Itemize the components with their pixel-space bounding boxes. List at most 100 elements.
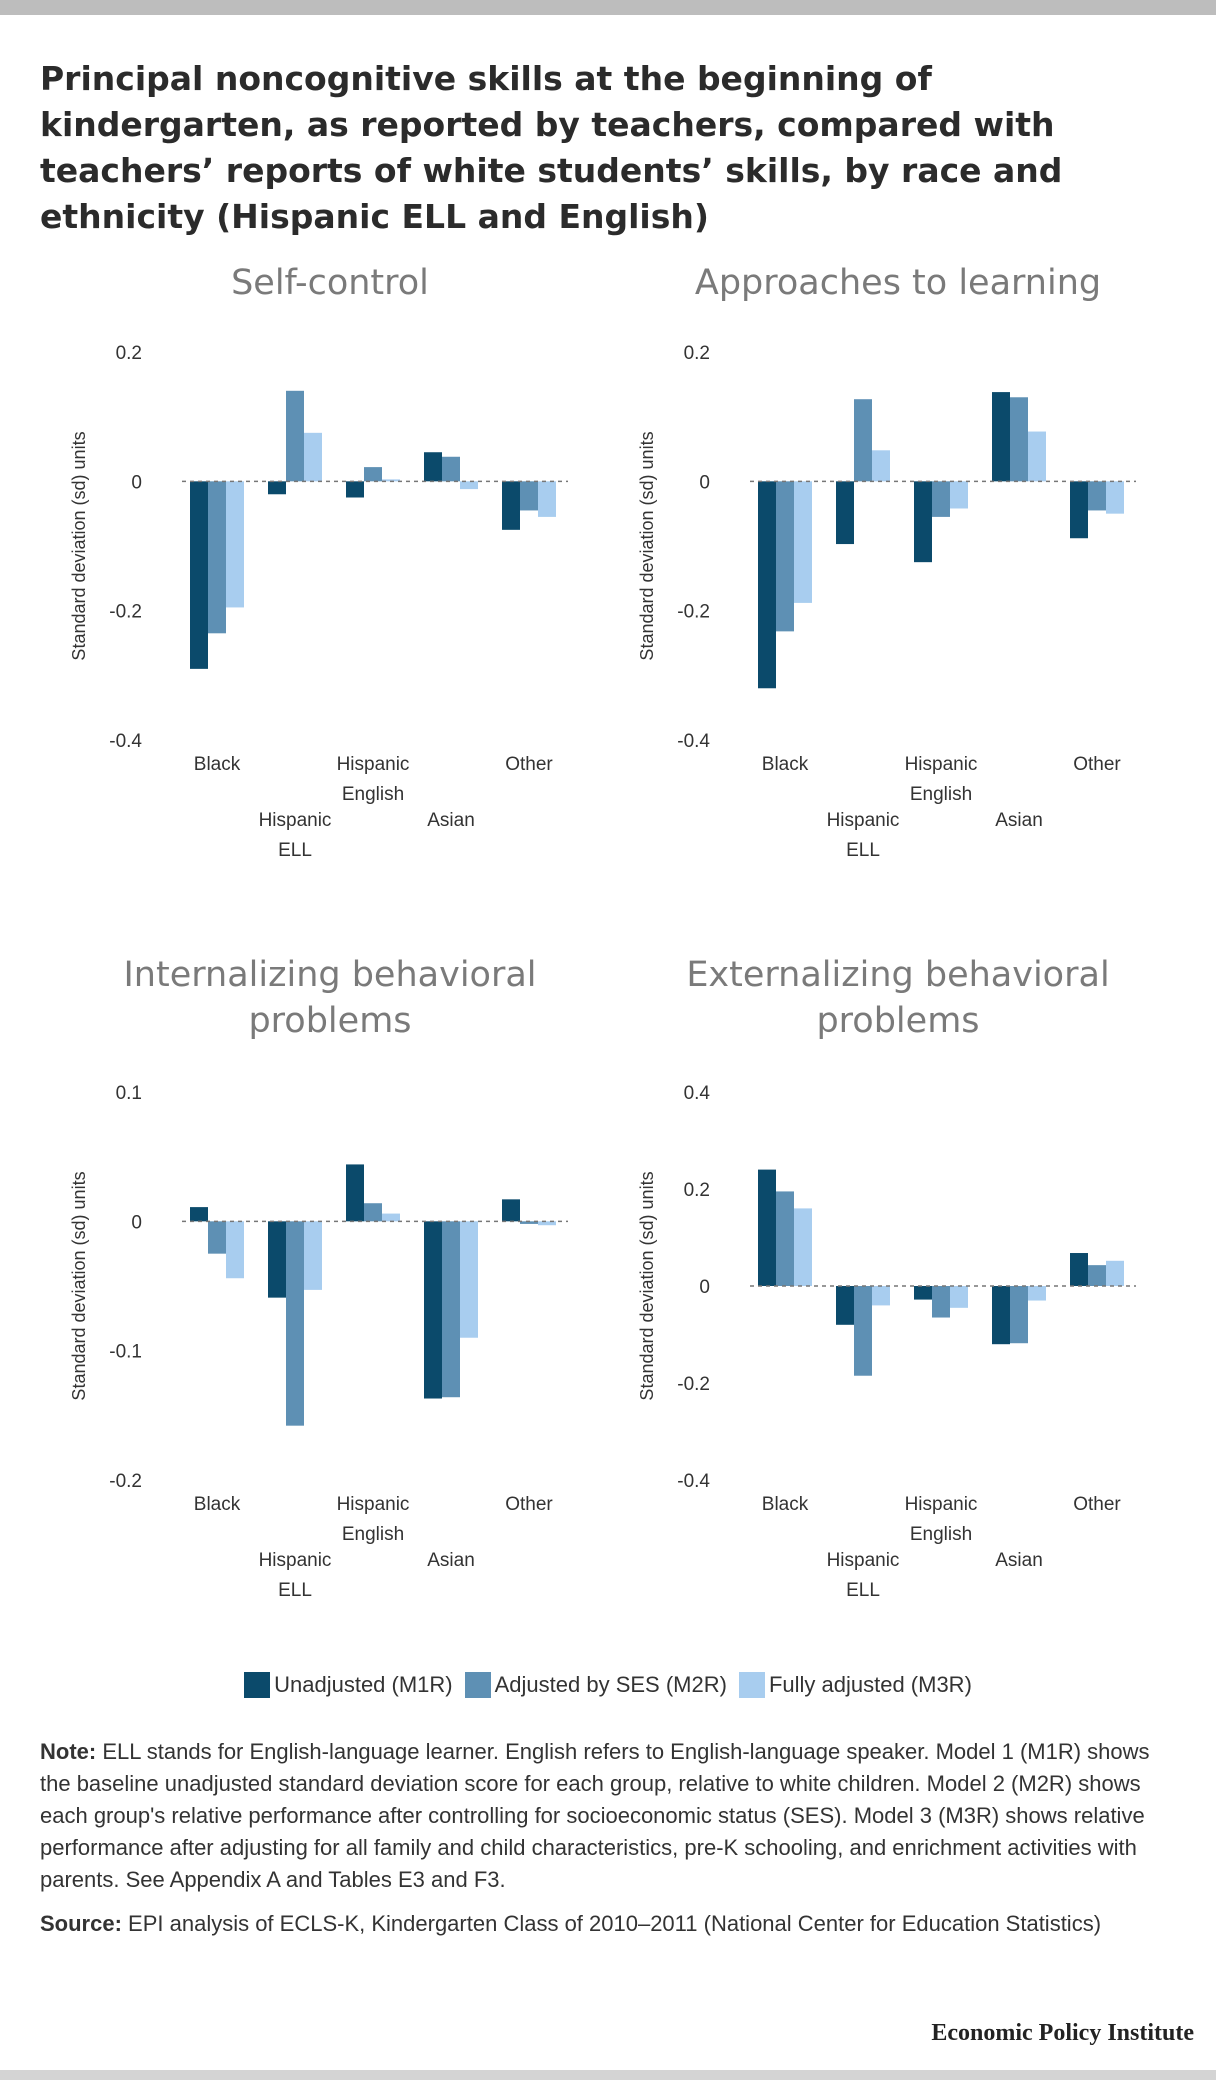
bar-m2r-hispanic-ell xyxy=(854,399,872,482)
note-label: Note: xyxy=(40,1739,97,1764)
x-category-label: Hispanic xyxy=(905,754,978,775)
brand-logo-text: Economic Policy Institute xyxy=(931,2020,1194,2046)
bar-m1r-hispanic-english xyxy=(346,1164,364,1222)
x-category-label: Black xyxy=(194,754,241,775)
y-tick-label: -0.2 xyxy=(677,602,710,623)
bar-m3r-asian xyxy=(1028,1286,1046,1301)
bar-m2r-hispanic-ell xyxy=(854,1286,872,1376)
bar-m3r-asian xyxy=(1028,431,1046,482)
bar-m1r-other xyxy=(502,481,520,530)
bar-m2r-asian xyxy=(442,456,460,482)
x-category-label: Hispanic xyxy=(905,1494,978,1515)
y-tick-label: -0.4 xyxy=(677,731,710,752)
bar-m3r-black xyxy=(794,1208,812,1286)
x-category-label: Asian xyxy=(995,1550,1043,1571)
x-category-label: ELL xyxy=(846,840,880,861)
y-tick-label: 0 xyxy=(699,472,710,493)
chart-approaches-to-learning: 0.2 0 -0.2 -0.4 Standard deviation (sd) unit… xyxy=(618,260,1178,880)
chart-title: Self-control xyxy=(231,263,429,303)
bar-m1r-hispanic-english xyxy=(346,481,364,498)
bar-m2r-hispanic-ell xyxy=(286,1221,304,1426)
bar-m2r-asian xyxy=(1010,1286,1028,1344)
bar-m3r-black xyxy=(794,481,812,603)
chart-svg: 0.4 0.2 0 -0.2 -0.4 Standard deviation (sd) u… xyxy=(637,1083,1136,1601)
bar-m3r-hispanic-english xyxy=(950,481,968,509)
bar-m3r-other xyxy=(538,1221,556,1226)
x-category-label: Other xyxy=(1073,1494,1121,1515)
x-category-label: English xyxy=(342,784,404,805)
y-tick-label: -0.2 xyxy=(109,602,142,623)
x-category-label: Black xyxy=(762,754,809,775)
chart-svg: 0.2 0 -0.2 -0.4 Standard deviation (sd) unit… xyxy=(69,343,568,861)
x-category-label: Hispanic xyxy=(259,810,332,831)
bar-m1r-asian xyxy=(424,1221,442,1399)
source-label: Source: xyxy=(40,1911,122,1936)
y-tick-label: 0 xyxy=(131,472,142,493)
bar-m2r-black xyxy=(776,1191,794,1286)
bar-m1r-black xyxy=(190,1207,208,1222)
note-text: ELL stands for English-language learner.… xyxy=(40,1739,1150,1892)
x-category-label: English xyxy=(342,1524,404,1545)
bar-m1r-other xyxy=(1070,1253,1088,1286)
bar-m1r-other xyxy=(502,1199,520,1222)
y-axis-label: Standard deviation (sd) units xyxy=(637,1171,657,1400)
x-category-label: Black xyxy=(194,1494,241,1515)
bar-m1r-hispanic-ell xyxy=(836,1286,854,1325)
figure-title: Principal noncognitive skills at the beg… xyxy=(40,59,1063,236)
x-category-label: Hispanic xyxy=(337,1494,410,1515)
chart-title: Approaches to learning xyxy=(694,263,1102,303)
bar-m1r-asian xyxy=(992,1286,1010,1345)
y-tick-label: -0.2 xyxy=(677,1374,710,1395)
y-tick-label: -0.4 xyxy=(677,1471,710,1492)
y-tick-label: 0 xyxy=(699,1277,710,1298)
bar-m3r-hispanic-ell xyxy=(872,1286,890,1306)
legend-label-m1r: Unadjusted (M1R) xyxy=(274,1672,453,1697)
source-text: EPI analysis of ECLS-K, Kindergarten Cla… xyxy=(121,1911,1102,1936)
bar-m2r-asian xyxy=(442,1221,460,1398)
bar-m3r-asian xyxy=(460,481,478,490)
bar-m2r-hispanic-english xyxy=(364,467,382,482)
x-category-label: Other xyxy=(505,754,553,775)
bar-m3r-other xyxy=(538,481,556,517)
y-tick-label: -0.4 xyxy=(109,731,142,752)
x-category-label: Asian xyxy=(427,810,475,831)
y-tick-label: 0.2 xyxy=(684,1180,710,1201)
chart-title: Externalizing behavioral problems xyxy=(686,955,1110,1041)
x-category-label: Hispanic xyxy=(259,1550,332,1571)
bar-m3r-black xyxy=(226,481,244,608)
bar-m1r-hispanic-ell xyxy=(268,481,286,495)
bar-m2r-other xyxy=(1088,1265,1106,1286)
x-category-label: Asian xyxy=(427,1550,475,1571)
bar-m3r-hispanic-ell xyxy=(304,1221,322,1290)
source-paragraph: Source: EPI analysis of ECLS-K, Kinderga… xyxy=(40,1908,1180,1940)
x-category-label: Other xyxy=(1073,754,1121,775)
legend-label-m2r: Adjusted by SES (M2R) xyxy=(494,1672,727,1697)
y-tick-label: 0.4 xyxy=(684,1083,711,1104)
chart-title: Internalizing behavioral problems xyxy=(123,955,537,1041)
bar-m2r-asian xyxy=(1010,397,1028,482)
y-axis-label: Standard deviation (sd) units xyxy=(637,431,657,660)
bar-m3r-hispanic-english xyxy=(382,479,400,482)
bar-m3r-hispanic-ell xyxy=(304,432,322,482)
bottom-border xyxy=(0,2070,1216,2080)
bar-m2r-black xyxy=(208,1221,226,1254)
bar-m1r-black xyxy=(190,481,208,669)
x-category-label: Other xyxy=(505,1494,553,1515)
y-tick-label: -0.2 xyxy=(109,1471,142,1492)
bar-m3r-asian xyxy=(460,1221,478,1338)
bar-m1r-hispanic-ell xyxy=(268,1221,286,1298)
bar-m2r-other xyxy=(520,481,538,511)
chart-externalizing-problems: 0.4 0.2 0 -0.2 -0.4 Standard deviation (sd) u… xyxy=(618,952,1178,1632)
bar-m3r-black xyxy=(226,1221,244,1279)
legend-item-m3r: Fully adjusted (M3R) xyxy=(738,1672,972,1698)
bar-m3r-other xyxy=(1106,481,1124,514)
note-paragraph: Note: ELL stands for English-language le… xyxy=(40,1736,1180,1896)
legend-label-m3r: Fully adjusted (M3R) xyxy=(768,1672,972,1697)
bar-m2r-hispanic-english xyxy=(932,481,950,517)
y-axis-label: Standard deviation (sd) units xyxy=(69,431,89,660)
x-category-label: English xyxy=(910,1524,972,1545)
bar-m3r-other xyxy=(1106,1260,1124,1286)
y-tick-label: 0.2 xyxy=(684,343,710,364)
bar-m1r-asian xyxy=(424,452,442,482)
chart-svg: 0.2 0 -0.2 -0.4 Standard deviation (sd) unit… xyxy=(637,343,1136,861)
